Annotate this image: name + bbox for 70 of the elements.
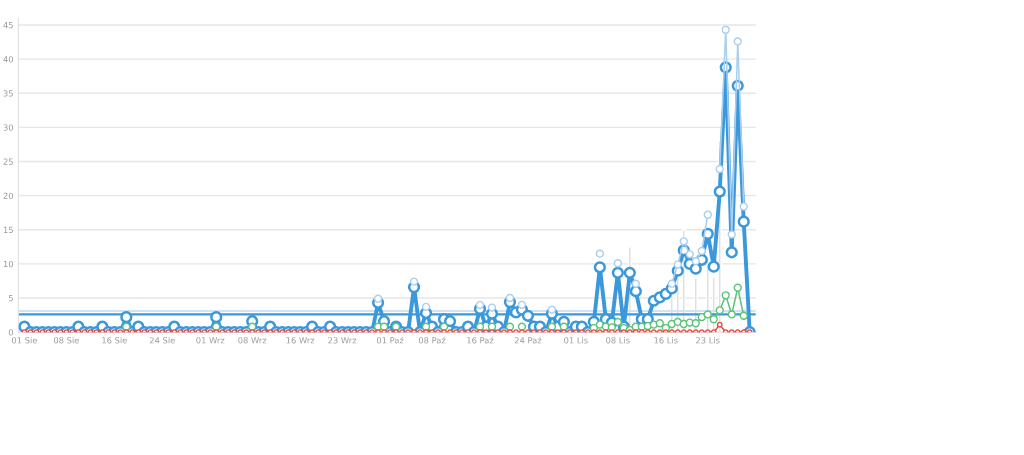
point xyxy=(373,294,383,303)
point xyxy=(703,210,712,219)
x-tick-label: 08 Wrz xyxy=(238,337,267,344)
x-tick-label: 16 Lis xyxy=(654,337,678,344)
x-tick-label: 08 Sie xyxy=(53,337,79,344)
point xyxy=(691,319,700,328)
point xyxy=(739,311,748,320)
y-tick-label: 15 xyxy=(3,226,13,234)
point xyxy=(559,322,569,331)
x-tick-label: 24 Paź xyxy=(514,336,542,344)
point xyxy=(697,312,706,322)
point xyxy=(703,310,712,319)
x-tick-label: 08 Paź xyxy=(418,336,446,344)
point xyxy=(595,249,605,258)
y-tick-label: 30 xyxy=(3,124,14,131)
point xyxy=(613,317,623,327)
x-tick-label: 01 Lis xyxy=(564,337,588,344)
point xyxy=(721,25,730,34)
point xyxy=(409,277,419,286)
point xyxy=(721,291,730,300)
point xyxy=(547,305,557,314)
point xyxy=(691,257,700,266)
point xyxy=(727,310,736,319)
point xyxy=(715,164,724,174)
point xyxy=(709,315,718,324)
y-tick-label: 5 xyxy=(8,295,13,302)
point xyxy=(505,293,515,303)
point xyxy=(739,202,748,211)
point xyxy=(733,283,742,292)
x-tick-label: 01 Wrz xyxy=(196,337,225,344)
x-tick-label: 16 Sie xyxy=(102,337,127,344)
point xyxy=(673,260,682,269)
point xyxy=(421,322,431,331)
x-tick-label: 16 Wrz xyxy=(286,337,315,344)
point xyxy=(733,37,742,46)
y-tick-label: 10 xyxy=(3,260,14,268)
point xyxy=(715,306,724,315)
point xyxy=(631,279,640,288)
x-tick-label: 01 Paź xyxy=(376,336,404,344)
point xyxy=(248,322,257,331)
y-tick-label: 40 xyxy=(3,56,14,63)
point xyxy=(679,237,688,246)
y-tick-label: 35 xyxy=(3,90,13,97)
point xyxy=(517,322,527,331)
point xyxy=(517,300,527,310)
y-tick-label: 45 xyxy=(3,22,13,29)
x-tick-label: 23 Wrz xyxy=(328,337,357,344)
point xyxy=(667,279,676,288)
point xyxy=(487,322,497,331)
x-tick-label: 01 Sie xyxy=(11,337,37,344)
y-tick-label: 25 xyxy=(3,158,13,165)
point xyxy=(727,230,736,239)
point xyxy=(613,259,623,268)
x-tick-label: 08 Lis xyxy=(606,337,630,344)
point xyxy=(655,319,664,328)
point xyxy=(439,322,449,331)
x-tick-label: 16 Paź xyxy=(467,336,494,344)
point xyxy=(475,322,485,331)
point xyxy=(379,322,389,331)
point xyxy=(547,322,557,331)
point xyxy=(421,302,431,312)
point xyxy=(685,250,694,259)
point xyxy=(697,246,706,256)
x-tick-label: 24 Sie xyxy=(149,337,175,344)
x-tick-label: 23 Lis xyxy=(696,337,720,344)
point xyxy=(475,300,485,310)
y-tick-label: 0 xyxy=(8,329,14,336)
point xyxy=(487,303,497,312)
y-tick-label: 20 xyxy=(3,192,14,199)
point xyxy=(505,322,515,331)
